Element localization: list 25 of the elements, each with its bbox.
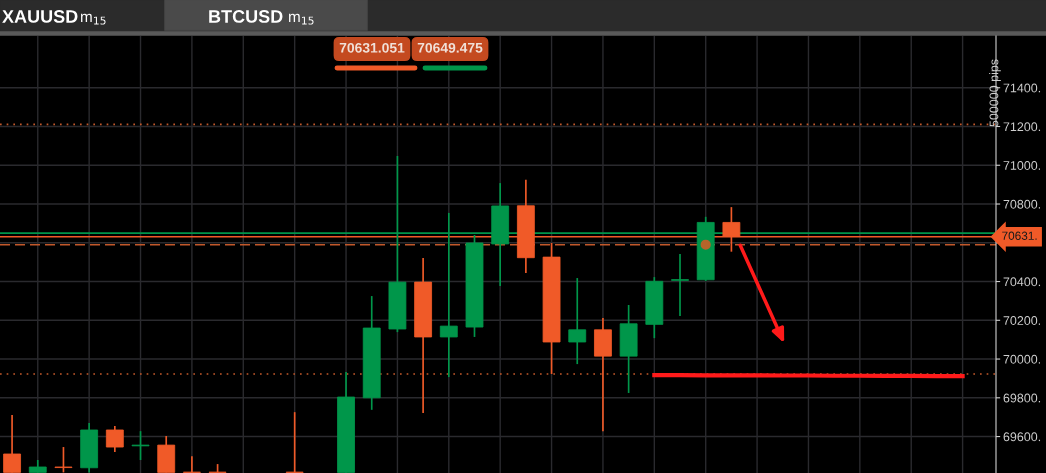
annotation: 70649.475 [417,42,483,53]
y-tick-label: 70200. [1003,316,1041,325]
y-tick-label: 71200. [1003,122,1041,132]
y-tick-label: 69800. [1003,393,1041,403]
text: XAUUSD [2,10,78,23]
candlestick [54,446,73,473]
candlestick [131,430,150,461]
annotation: 70631.051 [339,42,405,53]
candlestick [285,411,304,473]
candlestick [568,277,587,365]
annotation: 500000 pips [989,59,1001,127]
y-tick-label: 71000. [1003,161,1041,170]
y-tick-label: 70400. [1003,277,1041,287]
text: m$_{15}$ [289,13,314,25]
y-tick-label: 70800. [1003,199,1041,209]
y-tick-label: 70000. [1003,354,1041,364]
y-tick-label: 71400. [1003,83,1041,93]
y-tick-label: 69600. [1003,432,1041,442]
candlestick [183,455,201,473]
text: BTCUSD [209,10,283,23]
candlestick [105,425,124,453]
candlestick [671,253,689,317]
ref-line-label: 70631. [1002,231,1037,240]
candlestick [3,414,21,473]
text: m$_{15}$ [81,13,106,25]
